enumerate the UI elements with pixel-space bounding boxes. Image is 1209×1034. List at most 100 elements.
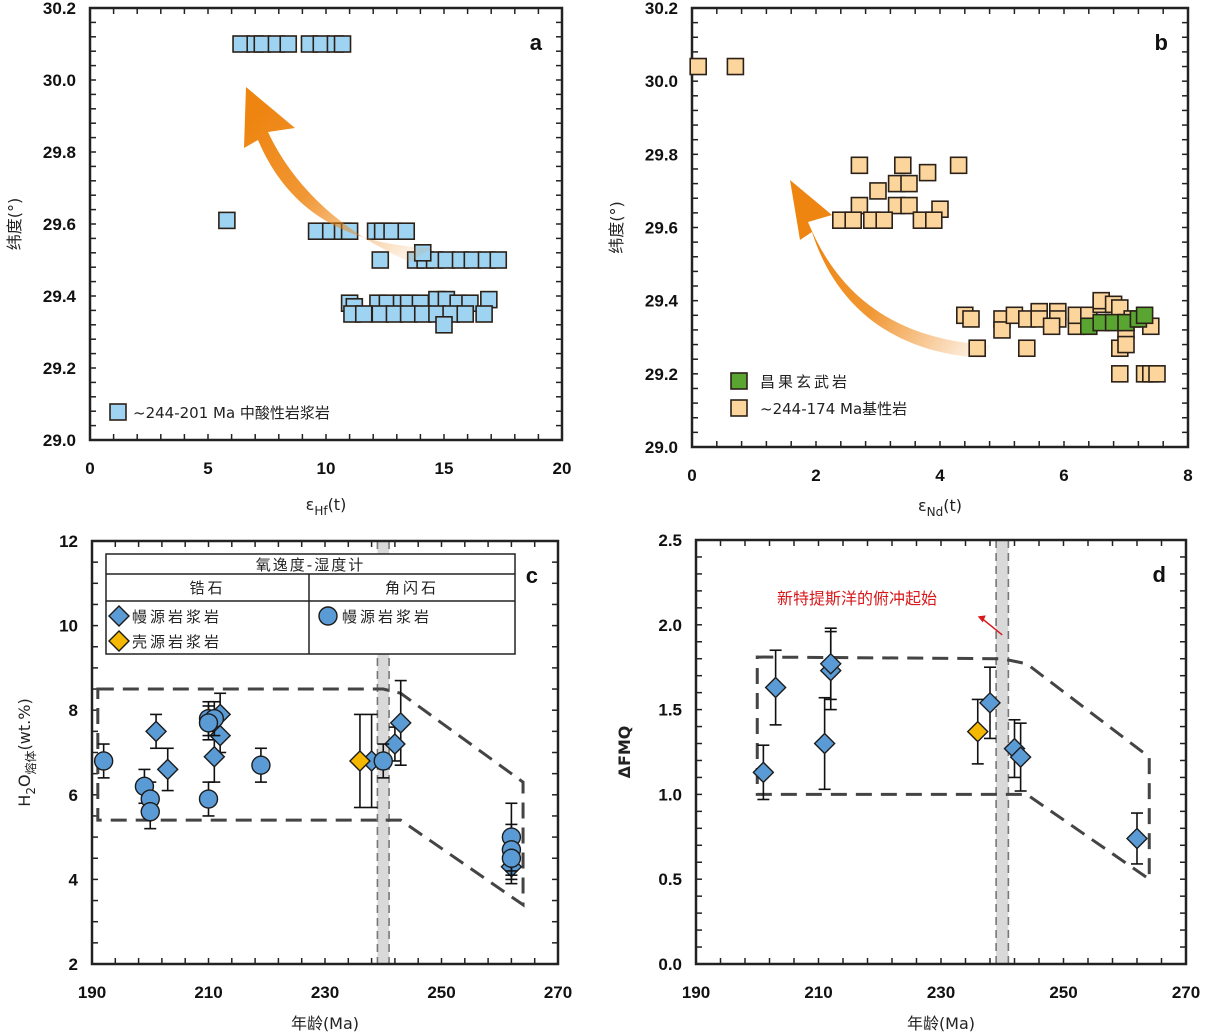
data-point: [918, 163, 937, 182]
series-0: [1080, 306, 1154, 336]
data-point: [93, 751, 114, 771]
data-point: [893, 156, 912, 175]
y-axis-title: 纬度(°): [5, 198, 24, 251]
subduction-band: [996, 540, 1009, 964]
data-point: [348, 749, 371, 772]
data-point: [156, 758, 179, 781]
x-tick-label: 5: [203, 459, 212, 478]
x-tick-label: 250: [1049, 983, 1077, 1002]
series-0: [218, 35, 508, 334]
y-tick-label: 29.0: [645, 438, 678, 457]
panel-a: 0 5 10 15 20 29.0 29.2 29.4 29.6 29.8 30.0 30.2 a 纬度(…: [5, 0, 571, 518]
legend-marker: [108, 605, 130, 627]
x-tick-label: 230: [927, 983, 955, 1002]
axis-ticks: [89, 7, 563, 441]
data-point: [198, 789, 219, 809]
y-tick-label: 1.0: [658, 785, 682, 804]
y-tick-label: 30.2: [645, 0, 678, 18]
y-tick-label: 29.4: [43, 287, 77, 306]
y-tick-label: 30.2: [43, 0, 76, 18]
y-axis-title: ΔFMQ: [615, 726, 634, 779]
axis-ticks: [691, 7, 1189, 448]
data-point: [489, 251, 508, 269]
data-point: [764, 676, 787, 699]
x-axis-title: εHf(t): [306, 495, 347, 518]
x-tick-label: 250: [427, 983, 455, 1002]
data-point: [198, 713, 219, 733]
y-axis-title: H2O熔体(wt.%): [15, 698, 38, 806]
legend-marker: [108, 630, 130, 652]
data-point: [900, 174, 918, 193]
data-point: [900, 196, 918, 215]
x-tick-label: 230: [311, 983, 339, 1002]
x-tick-label: 6: [1059, 466, 1068, 485]
x-tick-label: 270: [544, 983, 572, 1002]
legend-label: ~244-174 Ma基性岩: [760, 400, 907, 418]
data-point: [949, 156, 968, 175]
legend-marker: [730, 399, 748, 417]
panel-letter: c: [526, 563, 538, 588]
data-point: [279, 35, 298, 53]
trend-envelope: [96, 687, 525, 908]
data-point: [752, 761, 775, 784]
data-point: [1135, 306, 1154, 325]
y-tick-label: 30.0: [43, 71, 76, 90]
data-point: [968, 339, 987, 358]
y-tick-label: 2.5: [658, 531, 682, 550]
legend: 昌果玄武岩 ~244-174 Ma基性岩: [730, 372, 907, 418]
legend-col-header: 角闪石: [385, 579, 439, 597]
y-tick-label: 29.8: [43, 143, 76, 162]
panel-b: 0 2 4 6 8 29.0 29.2 29.4 29.6 29.8 30.0 30.2 b 纬度(°) ε…: [607, 0, 1193, 519]
data-point: [924, 211, 943, 229]
x-tick-label: 2: [811, 466, 820, 485]
data-point: [819, 652, 842, 675]
panel-letter: b: [1155, 30, 1168, 55]
data-point: [844, 211, 863, 229]
x-tick-label: 20: [553, 459, 572, 478]
legend: ~244-201 Ma 中酸性岩浆岩: [109, 403, 330, 422]
panel-c: 190 210 230 250 270 2 4 6 8 10 12 c 年龄(Ma) H2O熔体(wt.%…: [15, 532, 572, 1033]
y-tick-label: 29.2: [43, 359, 76, 378]
y-tick-label: 4: [69, 870, 79, 889]
y-tick-label: 2: [69, 955, 78, 974]
y-tick-label: 29.6: [645, 219, 678, 238]
trend-envelope: [755, 655, 1151, 883]
data-point: [333, 35, 352, 53]
x-tick-label: 4: [935, 466, 945, 485]
data-point: [689, 57, 708, 76]
data-point: [1017, 339, 1036, 358]
x-tick-label: 15: [435, 459, 454, 478]
y-tick-label: 8: [69, 701, 78, 720]
trend-arrow: [244, 87, 432, 262]
y-tick-label: 29.2: [645, 365, 678, 384]
y-tick-label: 29.0: [43, 431, 76, 450]
panel-letter: d: [1153, 562, 1166, 587]
data-point: [397, 222, 416, 240]
x-tick-label: 270: [1172, 983, 1200, 1002]
trend-arrow-shape: [244, 87, 432, 262]
data-point: [354, 305, 373, 323]
data-point: [993, 321, 1011, 339]
axis-ticks: [91, 540, 559, 965]
legend-label: 幔源岩浆岩: [132, 608, 222, 626]
y-tick-label: 29.6: [43, 215, 76, 234]
data-point: [962, 310, 980, 328]
data-point: [383, 733, 406, 756]
series-1: [966, 698, 989, 765]
y-tick-label: 6: [69, 786, 78, 805]
y-tick-label: 0.0: [658, 955, 682, 974]
data-point: [145, 720, 168, 743]
y-tick-label: 29.4: [645, 292, 679, 311]
x-tick-label: 8: [1183, 466, 1192, 485]
x-axis-title: εNd(t): [918, 496, 962, 519]
x-tick-label: 190: [682, 983, 710, 1002]
legend-title: 氧逸度-湿度计: [256, 556, 365, 574]
legend-marker: [109, 403, 127, 421]
annotation-arrowhead: [977, 615, 986, 623]
legend-marker: [730, 372, 748, 390]
data-point: [501, 848, 522, 868]
y-tick-label: 0.5: [658, 870, 682, 889]
data-point: [813, 732, 836, 755]
legend-label: 昌果玄武岩: [760, 373, 850, 391]
